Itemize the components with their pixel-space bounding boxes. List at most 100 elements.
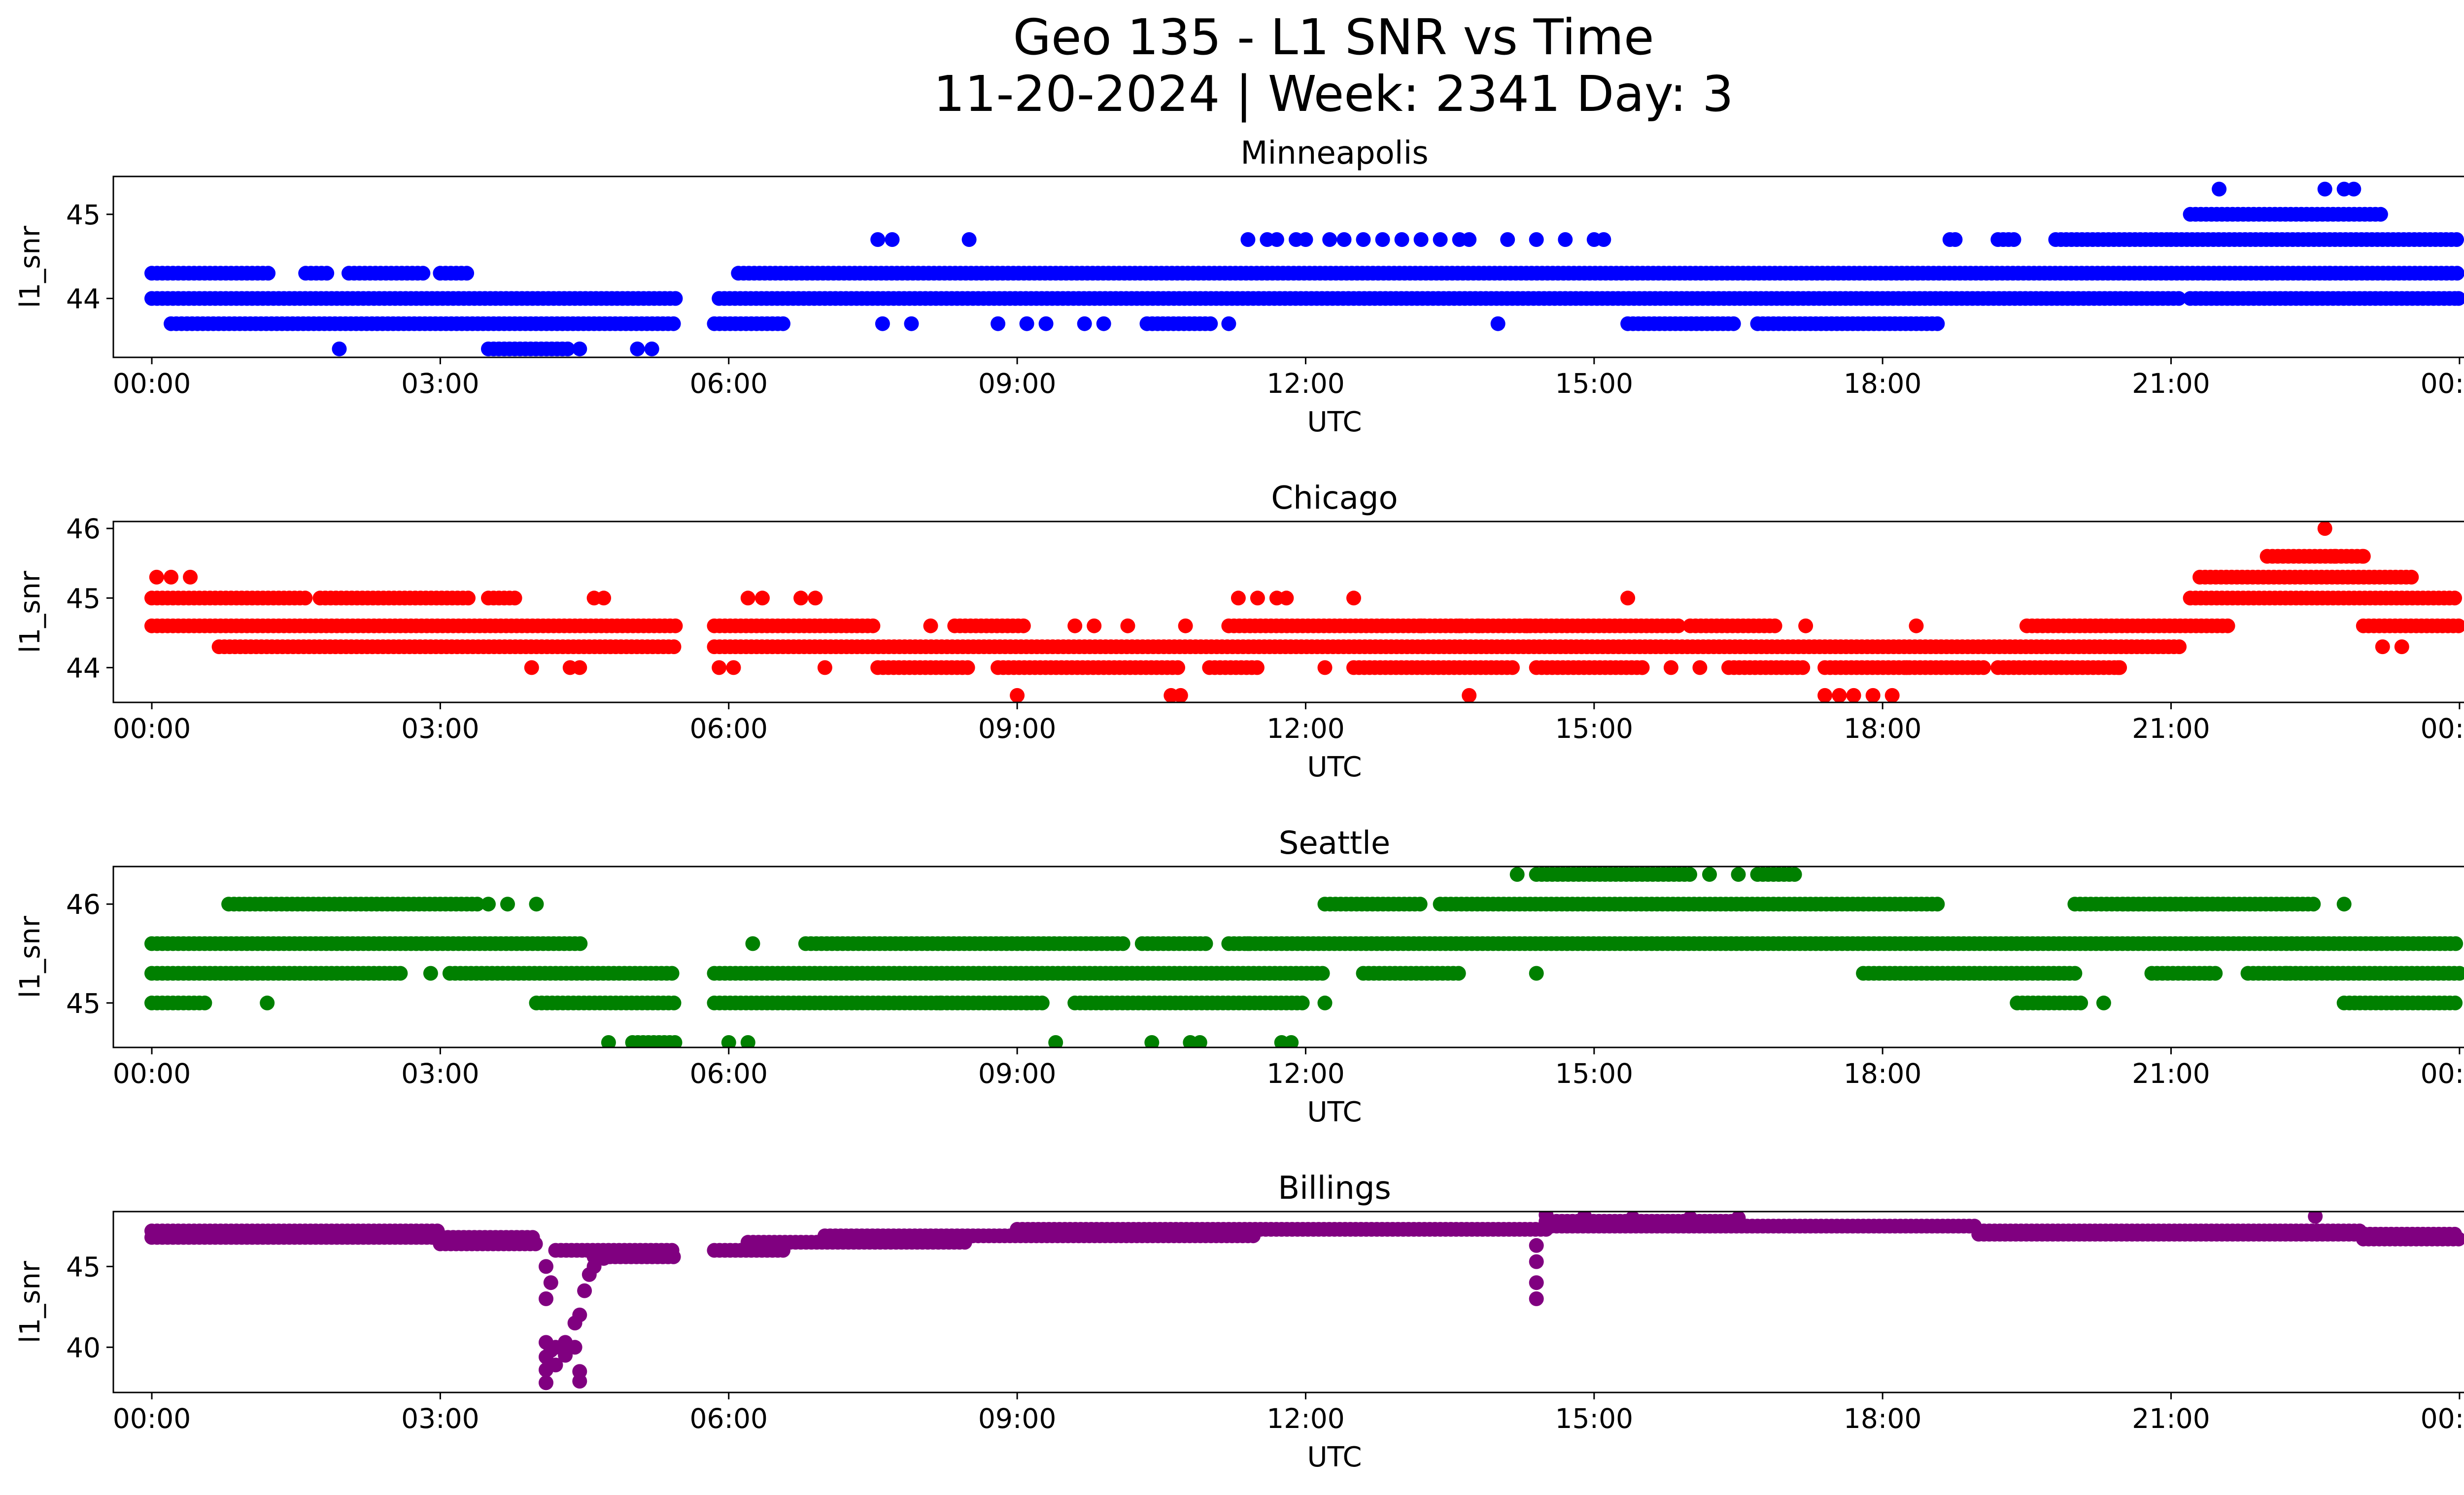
data-point: [740, 591, 755, 606]
data-point: [1295, 995, 1310, 1010]
data-point: [1203, 316, 1218, 331]
x-tick-label: 15:00: [1555, 368, 1634, 399]
data-point: [548, 1357, 563, 1373]
data-point: [666, 639, 682, 655]
data-point: [644, 341, 659, 356]
data-point: [1413, 232, 1429, 247]
data-point: [2212, 181, 2227, 197]
data-point: [2171, 291, 2187, 306]
data-point: [572, 1307, 587, 1322]
data-point: [991, 316, 1006, 331]
data-point: [1500, 232, 1515, 247]
data-point: [1529, 232, 1544, 247]
data-point: [1865, 688, 1881, 702]
data-point: [1019, 995, 1034, 1010]
y-axis-label: l1_snr: [14, 225, 46, 308]
data-point: [2375, 639, 2390, 655]
data-point: [666, 316, 681, 331]
data-point: [1315, 966, 1330, 981]
data-point: [2006, 232, 2021, 247]
data-point: [1558, 232, 1573, 247]
data-point: [1249, 660, 1265, 675]
data-point: [332, 341, 347, 356]
data-point: [1317, 660, 1333, 675]
data-point: [1016, 618, 1031, 633]
data-point: [1433, 232, 1448, 247]
data-point: [2373, 207, 2388, 222]
data-point: [870, 232, 886, 247]
data-point: [2452, 966, 2464, 981]
data-point: [1317, 995, 1333, 1010]
data-point: [2067, 966, 2083, 981]
panel-title: Seattle: [1279, 825, 1391, 862]
data-point: [2394, 639, 2409, 655]
data-point: [1077, 316, 1092, 331]
data-point: [1375, 232, 1390, 247]
data-point: [1817, 688, 1833, 702]
data-point: [1798, 618, 1814, 633]
data-point: [1909, 618, 1924, 633]
data-point: [2450, 266, 2464, 281]
x-tick-label: 06:00: [689, 368, 768, 399]
data-point: [1948, 232, 1963, 247]
x-tick-label: 15:00: [1555, 713, 1634, 744]
data-point: [1509, 867, 1525, 882]
axes-frame: [112, 1211, 2464, 1393]
data-point: [539, 1259, 553, 1274]
x-tick-label: 03:00: [401, 1058, 479, 1089]
data-point: [459, 266, 475, 281]
data-point: [904, 316, 919, 331]
data-points: [144, 1212, 2464, 1391]
data-points: [144, 522, 2464, 702]
data-point: [1832, 688, 1847, 702]
data-point: [1269, 232, 1284, 247]
data-point: [572, 660, 587, 675]
x-tick-label: 00:00: [2421, 368, 2464, 399]
panel-title: Minneapolis: [1240, 135, 1428, 172]
panel-title: Billings: [1278, 1170, 1391, 1207]
data-point: [1726, 316, 1741, 331]
data-point: [2172, 639, 2187, 655]
data-points: [144, 181, 2464, 356]
data-point: [572, 1374, 587, 1389]
x-tick-label: 18:00: [1844, 1058, 1922, 1089]
data-point: [1529, 1291, 1544, 1306]
data-point: [1846, 688, 1861, 702]
data-point: [1731, 1212, 1746, 1226]
y-tick-label: 44: [66, 652, 101, 684]
data-point: [885, 232, 900, 247]
axes-frame: [112, 175, 2464, 358]
data-point: [164, 569, 179, 585]
y-tick-label: 46: [66, 513, 101, 545]
data-point: [1529, 1254, 1544, 1269]
data-point: [481, 897, 496, 912]
data-point: [960, 660, 975, 675]
data-point: [2404, 569, 2419, 585]
y-axis-label: l1_snr: [14, 1260, 46, 1343]
x-tick-label: 00:00: [113, 368, 191, 399]
data-point: [2308, 1212, 2323, 1224]
y-tick-label: 46: [66, 889, 101, 920]
y-tick-label: 45: [66, 988, 101, 1019]
data-point: [2327, 549, 2342, 564]
data-point: [461, 591, 476, 606]
data-point: [539, 1375, 553, 1391]
data-point: [1173, 688, 1188, 702]
data-point: [2346, 181, 2361, 197]
data-point: [776, 316, 790, 331]
data-point: [1731, 867, 1746, 882]
data-point: [1505, 660, 1520, 675]
panel-minneapolis: Minneapolis 00:00 03:00 06:00 09:00 12:00 15:0…: [14, 135, 2464, 438]
x-tick-label: 03:00: [401, 368, 479, 399]
data-point: [1170, 660, 1185, 675]
data-point: [2306, 897, 2321, 912]
data-point: [2073, 995, 2088, 1010]
data-point: [1471, 618, 1486, 633]
data-point: [808, 591, 823, 606]
data-point: [1298, 232, 1313, 247]
data-point: [1120, 618, 1135, 633]
x-tick-label: 06:00: [689, 1403, 768, 1434]
data-point: [573, 936, 588, 951]
data-point: [183, 569, 198, 585]
data-point: [2451, 291, 2464, 306]
